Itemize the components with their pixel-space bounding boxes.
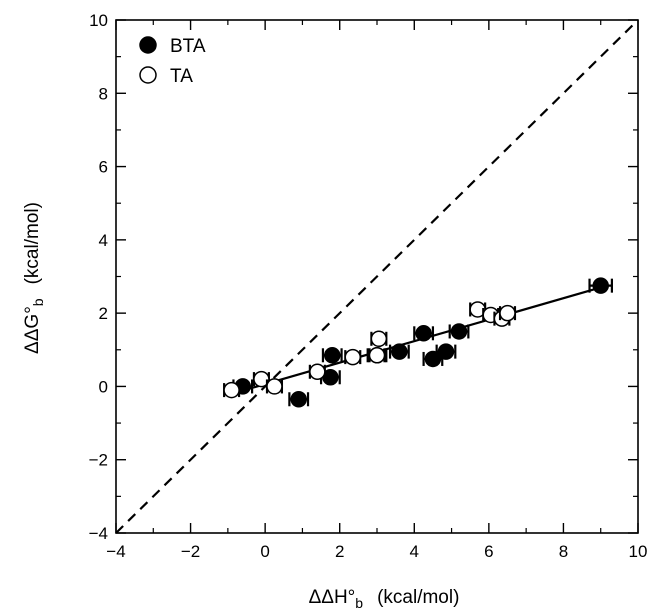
data-point-bta [391, 343, 408, 360]
x-tick-label: 10 [629, 542, 648, 561]
x-tick-label: 6 [484, 542, 493, 561]
y-tick-label: −2 [89, 451, 108, 470]
x-tick-label: 0 [260, 542, 269, 561]
x-axis-label: ΔΔH°b (kcal/mol) [309, 587, 460, 610]
y-tick-label: 6 [99, 158, 108, 177]
data-point-bta [415, 325, 432, 342]
x-tick-label: 8 [559, 542, 568, 561]
y-tick-label: 8 [99, 84, 108, 103]
data-point-bta [290, 391, 307, 408]
y-axis-label: ΔΔG°b (kcal/mol) [22, 202, 46, 354]
y-tick-label: 0 [99, 377, 108, 396]
x-tick-label: −2 [181, 542, 200, 561]
y-tick-label: −4 [89, 524, 108, 543]
fit-line [231, 286, 602, 395]
x-axis-label-sub: b [355, 595, 363, 610]
data-point-ta [223, 381, 240, 399]
legend-label-ta: TA [170, 66, 193, 87]
y-axis-label-unit: (kcal/mol) [22, 202, 43, 284]
y-axis-label-main: ΔΔG° [22, 306, 43, 354]
reference-lines [115, 19, 639, 534]
data-point-bta [324, 347, 341, 364]
legend-label-bta: BTA [170, 36, 206, 57]
data-point-ta [370, 330, 388, 348]
legend: BTA TA [139, 36, 206, 87]
data-points [223, 277, 614, 408]
data-point-ta [309, 363, 326, 381]
data-point-bta [592, 277, 609, 294]
y-tick-label: 4 [99, 231, 108, 250]
data-point-ta [253, 370, 270, 388]
x-axis-label-unit: (kcal/mol) [377, 587, 459, 608]
y-tick-label: 2 [99, 304, 108, 323]
axes: −4 −2 0 2 4 6 8 10 −4 −2 0 2 4 6 8 10 [89, 11, 648, 561]
data-point-ta [344, 348, 362, 366]
x-axis-label-main: ΔΔH° [309, 587, 356, 608]
x-tick-label: 2 [335, 542, 344, 561]
data-point-ta [266, 378, 283, 395]
x-tick-label: −4 [106, 542, 125, 561]
data-point-bta [450, 323, 468, 340]
data-point-bta [437, 343, 455, 360]
legend-marker-ta [139, 66, 157, 84]
data-point-ta [499, 304, 516, 322]
y-tick-label: 10 [89, 11, 108, 30]
x-tick-label: 4 [410, 542, 419, 561]
identity-line [115, 19, 639, 534]
legend-marker-bta [139, 36, 157, 54]
y-axis-label-sub: b [30, 298, 46, 306]
data-point-ta [368, 347, 386, 364]
